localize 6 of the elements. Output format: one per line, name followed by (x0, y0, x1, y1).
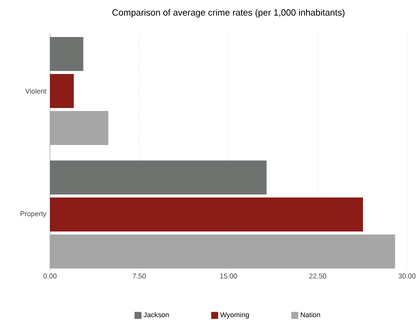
bar (50, 37, 84, 72)
bar (50, 160, 267, 194)
bar (50, 111, 108, 146)
bar (50, 74, 74, 108)
bar (50, 197, 363, 232)
chart-title: Comparison of average crime rates (per 1,000 inhabitants) (112, 9, 344, 18)
